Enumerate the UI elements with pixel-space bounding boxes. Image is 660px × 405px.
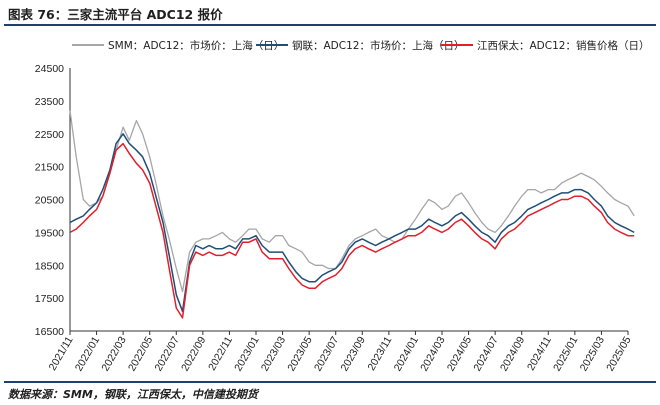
x-tick-label: 2022/11: [206, 334, 235, 372]
y-tick-label: 22500: [35, 129, 64, 141]
plot-area: [69, 110, 635, 319]
x-tick-label: 2025/05: [604, 334, 633, 373]
y-axis: 16500 17500 18500 19500 20500 21500 22500 23500…: [35, 63, 71, 338]
y-tick-label: 21500: [35, 162, 64, 174]
legend-label-ganglian: 钢联：ADC12：市场价：上海（日）: [292, 39, 464, 52]
x-tick-label: 2024/03: [418, 334, 447, 373]
x-tick-label: 2023/09: [339, 334, 368, 373]
x-tick-label: 2025/03: [578, 334, 607, 373]
x-tick-label: 2024/07: [471, 334, 500, 373]
y-tick-label: 24500: [35, 63, 64, 75]
x-tick-label: 2022/01: [73, 334, 102, 373]
chart-legend: SMM：ADC12：市场价：上海（日） 钢联：ADC12：市场价：上海（日） 江西保…: [72, 39, 649, 52]
figure-title: 图表 76：三家主流平台 ADC12 报价: [8, 7, 223, 22]
x-tick-label: 2022/09: [179, 334, 208, 373]
x-tick-label: 2025/01: [551, 334, 580, 373]
top-rule: [4, 24, 656, 26]
x-tick-label: 2021/11: [47, 334, 76, 372]
y-tick-label: 19500: [35, 227, 64, 239]
x-tick-label: 2022/07: [153, 334, 182, 373]
x-tick-label: 2024/09: [498, 334, 527, 373]
y-tick-label: 20500: [35, 195, 64, 207]
series-line-ganglian: [69, 133, 635, 313]
x-tick-label: 2023/11: [365, 334, 394, 372]
legend-label-baotai: 江西保太：ADC12：销售价格（日）: [477, 39, 649, 52]
x-tick-label: 2022/05: [126, 334, 155, 373]
x-tick-label: 2023/07: [312, 334, 341, 373]
x-tick-label: 2022/03: [99, 334, 128, 373]
y-tick-label: 17500: [35, 293, 64, 305]
x-tick-label: 2024/11: [525, 334, 554, 372]
x-tick-label: 2024/01: [392, 334, 421, 373]
figure-source: 数据来源：SMM，钢联，江西保太，中信建投期货: [8, 388, 258, 401]
legend-label-smm: SMM：ADC12：市场价：上海（日）: [108, 39, 284, 52]
x-axis: 2021/112022/012022/032022/052022/072022/…: [47, 330, 634, 373]
x-tick-label: 2023/01: [232, 334, 261, 373]
x-tick-label: 2023/05: [285, 334, 314, 373]
y-tick-label: 16500: [35, 326, 64, 338]
series-line-smm: [69, 110, 635, 293]
y-tick-label: 23500: [35, 96, 64, 108]
bottom-rule: [4, 381, 656, 383]
x-tick-label: 2024/05: [445, 334, 474, 373]
series-line-baotai: [69, 142, 635, 319]
y-tick-label: 18500: [35, 260, 64, 272]
x-tick-label: 2023/03: [259, 334, 288, 373]
